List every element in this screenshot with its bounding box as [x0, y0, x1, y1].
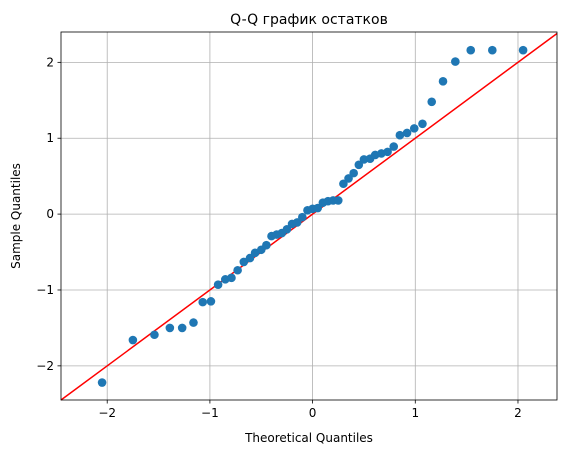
y-tick-label: −1: [36, 283, 54, 297]
data-point: [233, 265, 242, 275]
y-axis-ticks: −2 −1 0 1 2: [36, 55, 61, 373]
x-tick-label: −1: [201, 406, 219, 420]
data-point: [451, 57, 460, 66]
data-point: [128, 335, 138, 345]
y-tick-label: 0: [46, 207, 54, 221]
data-point: [466, 45, 476, 55]
x-tick-label: −2: [98, 406, 116, 420]
data-point: [488, 45, 497, 55]
data-point: [427, 97, 437, 107]
data-point: [177, 323, 187, 333]
data-point: [298, 212, 307, 222]
data-point: [438, 77, 448, 86]
data-point: [97, 378, 107, 387]
data-point: [402, 128, 412, 138]
data-point: [213, 280, 223, 289]
data-point: [418, 119, 427, 129]
data-point: [354, 160, 364, 170]
data-point: [227, 273, 236, 283]
data-point: [339, 179, 348, 189]
x-tick-label: 2: [514, 406, 522, 420]
data-point: [349, 168, 358, 178]
plot-frame: [60, 31, 558, 401]
x-axis-ticks: −2 −1 0 1 2: [98, 400, 522, 420]
x-tick-label: 1: [411, 406, 419, 420]
data-point: [198, 297, 208, 307]
data-point: [239, 257, 249, 267]
data-point: [165, 323, 175, 333]
data-point: [282, 224, 292, 234]
data-point: [245, 253, 255, 263]
data-points: [97, 45, 528, 387]
reference-line-group: [60, 32, 558, 401]
data-point: [150, 330, 159, 340]
data-point: [189, 318, 198, 327]
data-point: [395, 130, 405, 140]
data-point: [383, 147, 392, 157]
data-point: [292, 218, 302, 227]
data-point: [313, 203, 323, 213]
reference-line: [60, 32, 558, 401]
data-point: [262, 240, 271, 250]
data-point: [518, 45, 528, 55]
data-point: [333, 196, 343, 205]
y-axis-label: Sample Quantiles: [9, 163, 23, 269]
y-tick-label: 2: [46, 55, 54, 69]
grid-lines: [61, 32, 557, 400]
data-point: [409, 124, 419, 133]
data-point: [344, 174, 353, 183]
x-axis-label: Theoretical Quantiles: [244, 431, 373, 445]
x-tick-label: 0: [309, 406, 317, 420]
y-tick-label: −2: [36, 359, 54, 373]
y-tick-label: 1: [46, 131, 54, 145]
data-point: [206, 297, 216, 306]
chart-title: Q-Q график остатков: [230, 12, 388, 28]
data-point: [389, 142, 399, 151]
